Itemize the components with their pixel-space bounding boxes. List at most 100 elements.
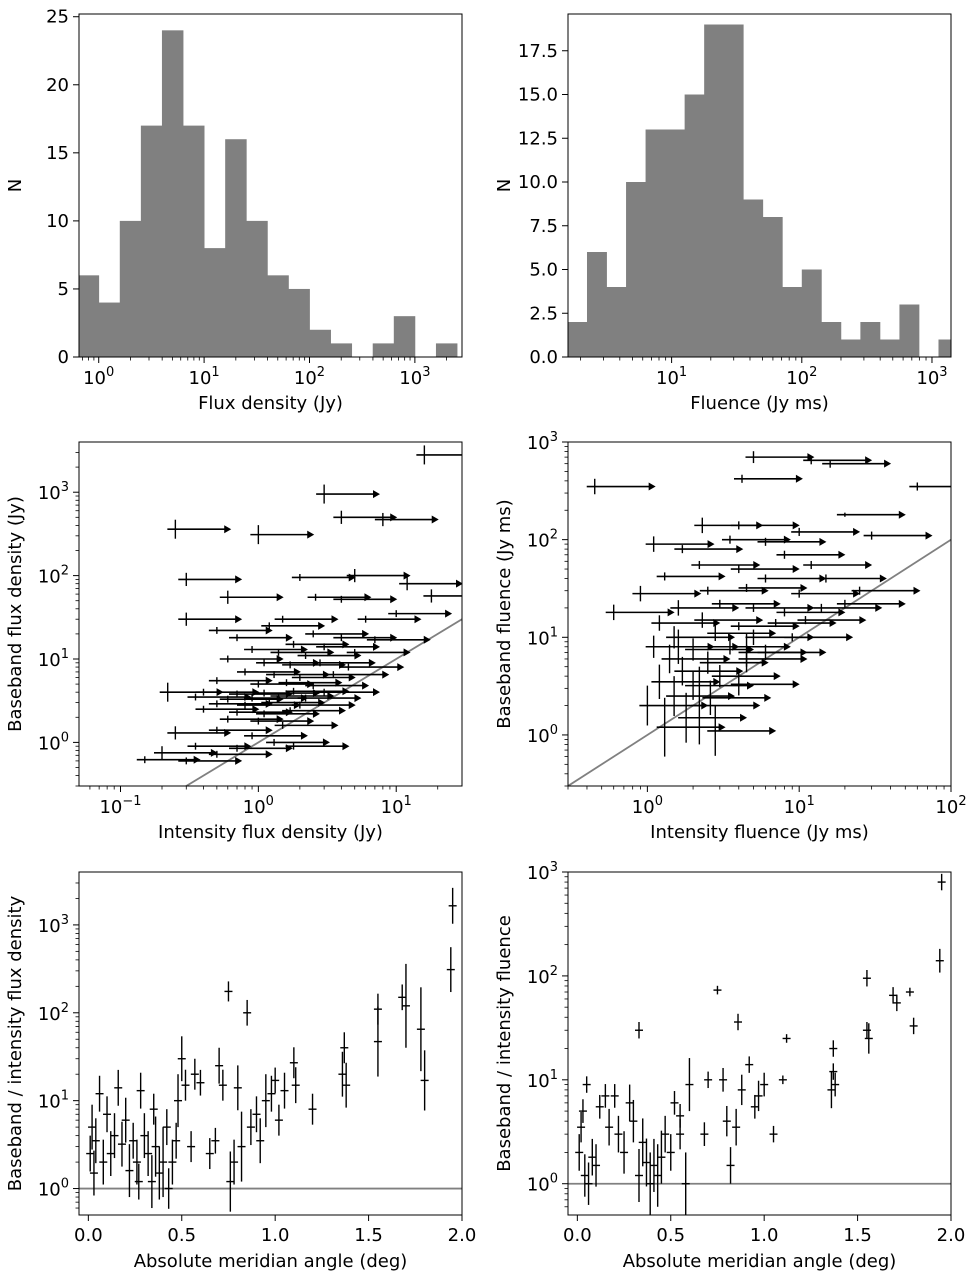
histogram-bar [665,129,686,357]
limit-arrow [322,738,330,747]
y-tick-label: 10 [46,211,69,232]
ratio-point [340,1032,349,1064]
x-axis-label: Flux density (Jy) [198,393,343,414]
limit-arrow [713,677,721,686]
y-axis-label: N [5,179,26,192]
lower-limit-point [266,738,330,747]
ratio-point [121,1097,130,1143]
ratio-point [737,1074,746,1106]
lower-limit-point [423,589,462,603]
lower-limit-point [219,654,284,663]
ratio-point [577,1112,586,1143]
lower-limit-point [656,697,726,757]
x-tick-label: 102 [786,365,817,389]
limit-arrow [723,654,731,663]
histogram-bar [435,343,458,357]
ratio-point [889,987,898,1004]
ratio-point [177,1036,186,1082]
limit-arrow [364,593,372,602]
limit-arrow [354,694,362,703]
histogram-bar [626,182,646,357]
histogram-bar [372,343,395,357]
limit-arrow [718,572,726,581]
ratio-point [905,987,914,997]
ratio-point [147,1155,156,1209]
limit-arrow [456,579,462,588]
histogram-bar [860,322,881,357]
ratio-point [580,1154,589,1197]
y-tick-label: 7.5 [529,216,558,237]
lower-limit-point [730,565,800,574]
ratio-point [291,1067,300,1104]
ratio-point [91,1118,100,1164]
y-axis-label: Baseband fluence (Jy ms) [494,499,515,728]
limit-arrow [285,633,293,642]
limit-arrow [898,510,906,519]
lower-limit-point [822,459,892,468]
ratio-point [89,1150,98,1196]
limit-arrow [265,626,273,635]
histogram-bar [606,287,627,357]
axes-frame [78,441,463,787]
ratio-point [164,1168,173,1209]
limit-arrow [853,527,861,536]
y-tick-label: 5 [58,279,69,300]
limit-arrow [362,681,370,690]
lower-limit-point [256,709,320,718]
y-tick-label: 5.0 [529,260,558,281]
flux-density-comparison-panel: 10−1 100 101 100 101 102 103 Intensity flux den… [5,441,463,843]
limit-arrow [756,616,764,625]
lower-limit-point [791,527,861,536]
ratio-point [722,1105,731,1137]
lower-limit-point [244,731,308,740]
flux-density-histogram-panel: 100 101 102 103 0 5 10 15 20 25 Flux density (Jy) N [5,7,463,414]
ratio-point [614,1115,623,1153]
x-tick-label: 101 [381,794,412,818]
y-tick-label: 15 [46,143,69,164]
histogram-bar [225,139,247,357]
flux-ratio-vs-angle-panel: 0.0 0.5 1.0 1.5 2.0 100 101 102 103 Absolute meri… [5,871,476,1272]
limit-arrow [312,709,320,718]
ratio-point [211,1127,220,1154]
ratio-point [642,1138,651,1187]
lower-limit-point [797,616,867,625]
lower-limit-point [297,694,362,703]
ratio-point [827,1071,836,1109]
limit-arrow [265,726,273,735]
limit-arrow [373,688,381,697]
ratio-point [159,1127,168,1198]
histogram-bar [840,339,861,357]
ratio-point [638,1118,647,1167]
limit-arrow [925,531,933,540]
ratio-point [601,1084,610,1108]
lower-limit-point [219,715,284,724]
ratio-point [588,1138,597,1176]
limit-arrow [728,633,736,642]
ratio-point [625,1084,634,1122]
plot-area [568,873,951,1215]
limit-arrow [235,756,243,765]
limit-arrow [348,701,356,710]
ratio-point [401,963,410,1048]
x-tick-label: 1.5 [843,1225,872,1246]
limit-arrow [838,550,846,559]
lower-limit-point [195,688,260,697]
lower-limit-point [707,625,777,641]
limit-arrow [276,654,284,663]
ratio-point [342,1062,351,1108]
limit-arrow [728,692,736,701]
y-tick-label: 100 [527,723,558,747]
ticks: 0.0 0.5 1.0 1.5 2.0 100 101 102 103 [38,882,476,1246]
limit-arrow [414,615,422,624]
limit-arrow [307,717,315,726]
limit-arrow [783,642,791,651]
lower-limit-point [674,545,744,554]
ratio-point [117,1121,126,1167]
y-axis-label: Baseband flux density (Jy) [5,496,26,732]
lower-limit-point [208,699,273,708]
histogram-bar [821,322,842,357]
lower-limit-point [285,687,350,696]
limit-arrow [829,619,837,628]
ratio-point [734,1013,743,1031]
lower-limit-point [699,651,769,674]
